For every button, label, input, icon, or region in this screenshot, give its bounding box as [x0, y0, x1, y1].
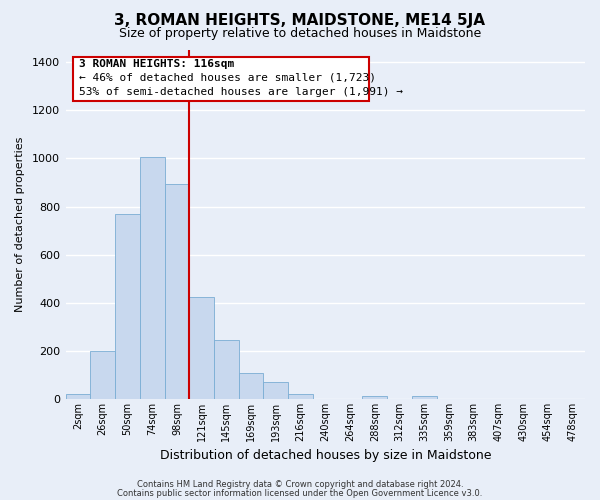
Text: Contains HM Land Registry data © Crown copyright and database right 2024.: Contains HM Land Registry data © Crown c… — [137, 480, 463, 489]
Bar — [412, 396, 437, 399]
FancyBboxPatch shape — [73, 57, 370, 100]
Bar — [115, 214, 140, 399]
Bar — [140, 157, 164, 399]
Bar — [362, 396, 387, 399]
Bar — [91, 351, 115, 399]
Bar — [288, 394, 313, 399]
Text: ← 46% of detached houses are smaller (1,723)
53% of semi-detached houses are lar: ← 46% of detached houses are smaller (1,… — [79, 72, 403, 96]
Bar — [214, 340, 239, 399]
Bar — [239, 372, 263, 399]
Text: Contains public sector information licensed under the Open Government Licence v3: Contains public sector information licen… — [118, 488, 482, 498]
X-axis label: Distribution of detached houses by size in Maidstone: Distribution of detached houses by size … — [160, 450, 491, 462]
Text: Size of property relative to detached houses in Maidstone: Size of property relative to detached ho… — [119, 28, 481, 40]
Text: 3, ROMAN HEIGHTS, MAIDSTONE, ME14 5JA: 3, ROMAN HEIGHTS, MAIDSTONE, ME14 5JA — [115, 12, 485, 28]
Bar — [263, 382, 288, 399]
Bar — [65, 394, 91, 399]
Bar — [164, 184, 189, 399]
Bar — [189, 297, 214, 399]
Y-axis label: Number of detached properties: Number of detached properties — [15, 137, 25, 312]
Text: 3 ROMAN HEIGHTS: 116sqm: 3 ROMAN HEIGHTS: 116sqm — [79, 58, 234, 68]
